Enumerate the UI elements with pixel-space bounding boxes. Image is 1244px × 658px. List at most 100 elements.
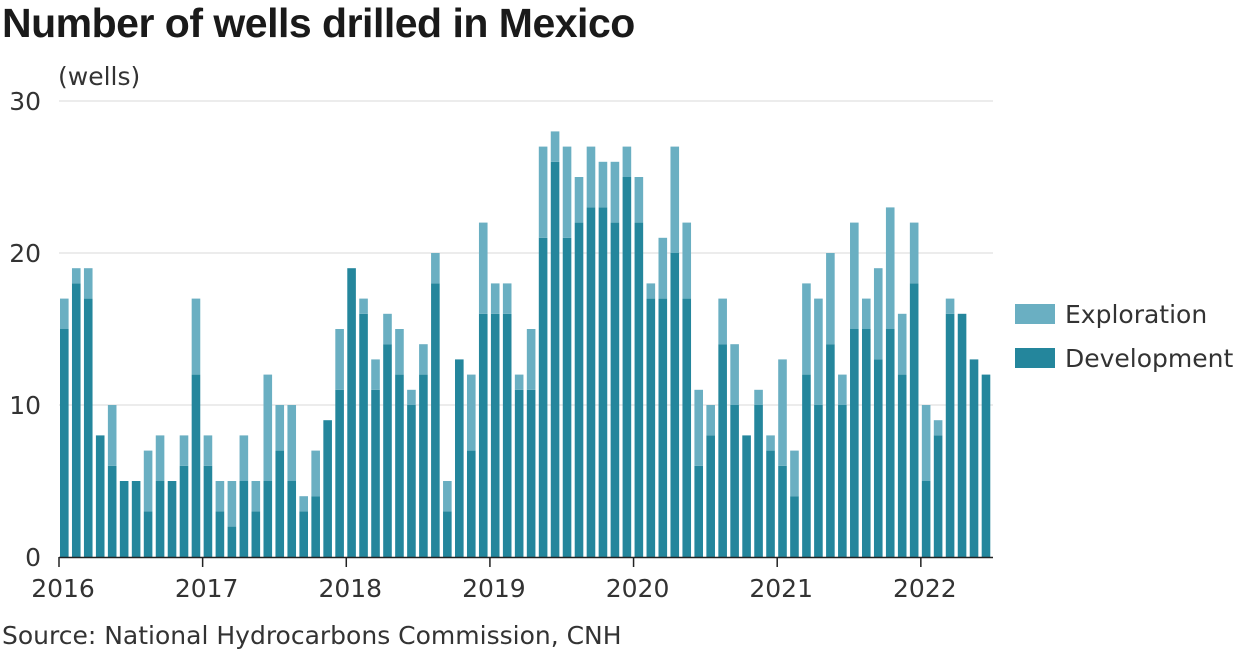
bar-exploration (311, 450, 320, 497)
bar-development (502, 313, 512, 557)
bar-development (778, 465, 787, 557)
bar-development (670, 253, 680, 557)
bar-exploration (60, 298, 69, 329)
x-tick-label: 2022 (893, 574, 957, 603)
bar-development (526, 389, 536, 557)
bar-exploration (107, 405, 117, 466)
legend-label-development: Development (1065, 343, 1234, 373)
exploration-swatch (1015, 304, 1055, 324)
chart-title: Number of wells drilled in Mexico (2, 0, 635, 46)
bar-development (407, 405, 416, 557)
bar-development (191, 374, 201, 557)
bar-exploration (945, 298, 955, 314)
legend-item-development: Development (1015, 336, 1233, 380)
x-tick-label: 2017 (175, 574, 239, 603)
bar-development (634, 222, 644, 557)
bar-exploration (179, 435, 189, 466)
bar-exploration (203, 435, 213, 466)
bar-exploration (754, 389, 763, 405)
bar-exploration (466, 374, 476, 451)
bar-development (586, 207, 596, 557)
bar-development (71, 283, 81, 557)
bar-development (251, 511, 261, 557)
bar-development (490, 313, 500, 557)
bar-exploration (239, 435, 249, 481)
bar-development (203, 465, 213, 557)
bar-development (335, 389, 344, 557)
bar-exploration (826, 253, 835, 345)
bar-exploration (790, 450, 799, 497)
y-tick-label: 30 (9, 87, 41, 116)
bar-development (83, 298, 93, 557)
bar-exploration (933, 420, 943, 436)
bar-exploration (861, 298, 871, 329)
bar-exploration (538, 146, 548, 238)
bar-development (646, 298, 656, 557)
bar-exploration (502, 283, 512, 314)
bar-development (969, 359, 979, 557)
bar-development (359, 313, 368, 557)
bar-exploration (275, 405, 285, 451)
bar-development (275, 450, 285, 557)
x-tick-label: 2018 (318, 574, 382, 603)
bar-development (143, 511, 153, 557)
bar-development (622, 177, 632, 557)
bar-exploration (574, 177, 584, 223)
bar-development (850, 329, 859, 557)
bar-exploration (634, 177, 644, 223)
bar-development (790, 496, 799, 557)
bar-development (718, 344, 727, 557)
legend-label-exploration: Exploration (1065, 299, 1208, 329)
bar-exploration (227, 481, 237, 527)
bar-exploration (670, 146, 680, 253)
bar-exploration (443, 481, 452, 512)
bar-exploration (897, 313, 907, 375)
bar-exploration (885, 207, 895, 329)
bar-exploration (383, 313, 392, 345)
bar-exploration (646, 283, 656, 299)
bar-exploration (802, 283, 811, 375)
bar-development (514, 389, 524, 557)
bar-exploration (490, 283, 500, 314)
y-axis-unit-label: (wells) (58, 62, 141, 91)
development-swatch (1015, 348, 1055, 368)
bar-exploration (682, 222, 692, 299)
bar-exploration (562, 146, 572, 238)
bar-development (861, 329, 871, 557)
y-tick-label: 10 (9, 391, 41, 420)
bar-exploration (766, 435, 775, 451)
x-tick-label: 2019 (462, 574, 526, 603)
bar-exploration (419, 344, 428, 375)
bar-development (706, 435, 715, 557)
bar-development (957, 313, 967, 557)
bar-exploration (155, 435, 165, 481)
bar-development (933, 435, 943, 557)
bar-exploration (371, 359, 380, 390)
bar-exploration (694, 389, 704, 466)
bar-development (885, 329, 895, 557)
bar-exploration (814, 298, 823, 405)
bar-development (443, 511, 452, 557)
bar-development (167, 481, 177, 557)
bar-development (383, 344, 392, 557)
bar-exploration (658, 237, 668, 299)
bar-development (838, 405, 847, 557)
bar-development (371, 389, 380, 557)
bar-development (981, 374, 991, 557)
bar-development (550, 161, 560, 558)
bar-development (826, 344, 835, 557)
bar-exploration (478, 222, 488, 314)
bar-exploration (407, 389, 416, 405)
bar-exploration (526, 329, 536, 390)
bar-exploration (143, 450, 153, 512)
bar-development (466, 450, 476, 557)
bar-development (95, 435, 105, 557)
y-tick-label: 20 (9, 239, 41, 268)
bar-development (311, 496, 320, 557)
bar-exploration (718, 298, 727, 345)
bar-development (682, 298, 692, 557)
bar-development (730, 405, 739, 557)
bar-development (227, 526, 237, 557)
bar-development (921, 481, 931, 557)
bar-exploration (921, 405, 931, 481)
